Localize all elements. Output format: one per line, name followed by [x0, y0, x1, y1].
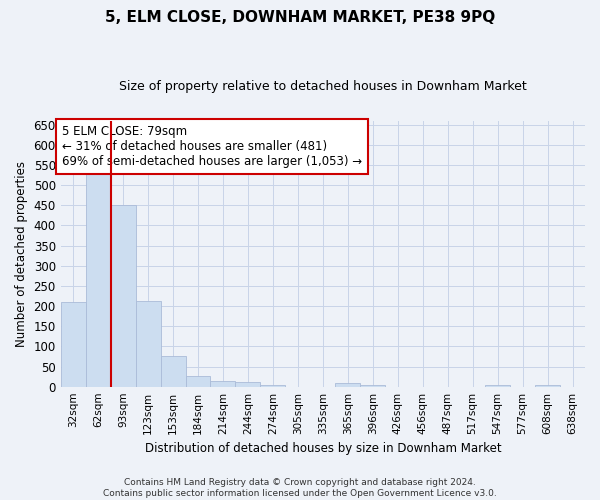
Title: Size of property relative to detached houses in Downham Market: Size of property relative to detached ho… — [119, 80, 527, 93]
Bar — [260, 384, 286, 386]
Text: 5, ELM CLOSE, DOWNHAM MARKET, PE38 9PQ: 5, ELM CLOSE, DOWNHAM MARKET, PE38 9PQ — [105, 10, 495, 25]
Bar — [535, 384, 560, 386]
Bar — [335, 383, 360, 386]
Bar — [136, 301, 161, 386]
X-axis label: Distribution of detached houses by size in Downham Market: Distribution of detached houses by size … — [145, 442, 501, 455]
Bar — [211, 380, 235, 386]
Bar — [485, 384, 510, 386]
Bar — [161, 356, 185, 386]
Bar — [61, 302, 86, 386]
Text: Contains HM Land Registry data © Crown copyright and database right 2024.
Contai: Contains HM Land Registry data © Crown c… — [103, 478, 497, 498]
Bar — [185, 376, 211, 386]
Bar — [235, 382, 260, 386]
Text: 5 ELM CLOSE: 79sqm
← 31% of detached houses are smaller (481)
69% of semi-detach: 5 ELM CLOSE: 79sqm ← 31% of detached hou… — [62, 126, 362, 168]
Y-axis label: Number of detached properties: Number of detached properties — [15, 160, 28, 346]
Bar — [360, 384, 385, 386]
Bar — [86, 172, 110, 386]
Bar — [110, 205, 136, 386]
